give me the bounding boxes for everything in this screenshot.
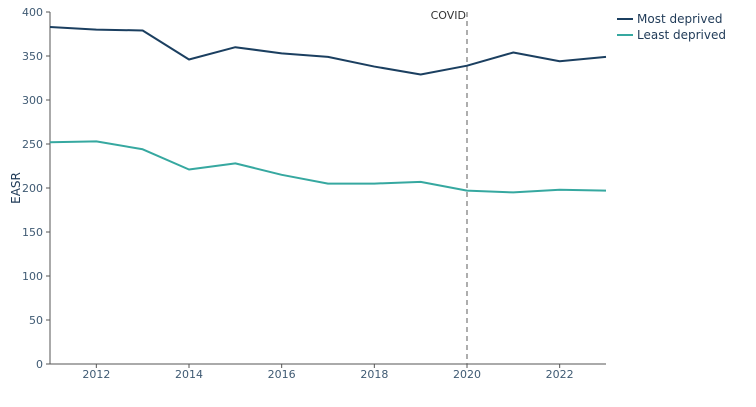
data-point-most-deprived [326,54,331,59]
data-point-most-deprived [279,51,284,56]
covid-annotation-label: COVID [431,9,466,22]
y-tick-label: 100 [22,270,43,283]
data-point-least-deprived [279,172,284,177]
x-tick-label: 2016 [268,368,296,381]
data-point-most-deprived [465,63,470,68]
series-line-least-deprived [49,140,607,194]
y-tick-label: 350 [22,50,43,63]
y-tick-label: 200 [22,182,43,195]
data-point-most-deprived [233,45,238,50]
data-point-least-deprived [94,139,99,144]
data-point-most-deprived [372,64,377,69]
data-point-most-deprived [140,28,145,33]
legend-label-least-deprived: Least deprived [637,28,726,42]
x-tick-label: 2022 [546,368,574,381]
legend: Most deprived Least deprived [617,12,726,42]
data-point-least-deprived [511,190,516,195]
series-lines [48,24,609,195]
data-point-least-deprived [418,179,423,184]
data-point-most-deprived [418,72,423,77]
y-tick-labels: 0 50 100 150 200 250 300 350 400 [22,6,50,371]
data-point-least-deprived [465,188,470,193]
y-tick-label: 300 [22,94,43,107]
data-point-most-deprived [48,24,53,29]
y-tick-label: 50 [29,314,43,327]
data-point-most-deprived [557,59,562,64]
y-tick-label: 400 [22,6,43,19]
y-tick-label: 150 [22,226,43,239]
data-point-least-deprived [140,147,145,152]
data-point-most-deprived [187,57,192,62]
data-point-most-deprived [94,27,99,32]
data-point-least-deprived [233,161,238,166]
legend-label-most-deprived: Most deprived [637,12,722,26]
x-tick-label: 2014 [175,368,203,381]
annotations: COVID [431,9,468,364]
x-tick-label: 2018 [360,368,388,381]
data-point-least-deprived [604,188,609,193]
data-point-most-deprived [604,54,609,59]
x-tick-label: 2020 [453,368,481,381]
data-point-least-deprived [187,167,192,172]
x-tick-labels: 2012 2014 2016 2018 2020 2022 [82,364,574,381]
data-point-least-deprived [48,140,53,145]
data-point-least-deprived [326,181,331,186]
x-tick-label: 2012 [82,368,110,381]
series-line-most-deprived [49,25,607,76]
y-tick-label: 250 [22,138,43,151]
data-point-most-deprived [511,50,516,55]
y-axis-title: EASR [9,172,23,204]
y-axis: 0 50 100 150 200 250 300 350 400 EASR [9,6,51,371]
y-tick-label: 0 [36,358,43,371]
x-axis: 2012 2014 2016 2018 2020 2022 [50,363,606,381]
data-point-least-deprived [372,181,377,186]
data-point-least-deprived [557,187,562,192]
